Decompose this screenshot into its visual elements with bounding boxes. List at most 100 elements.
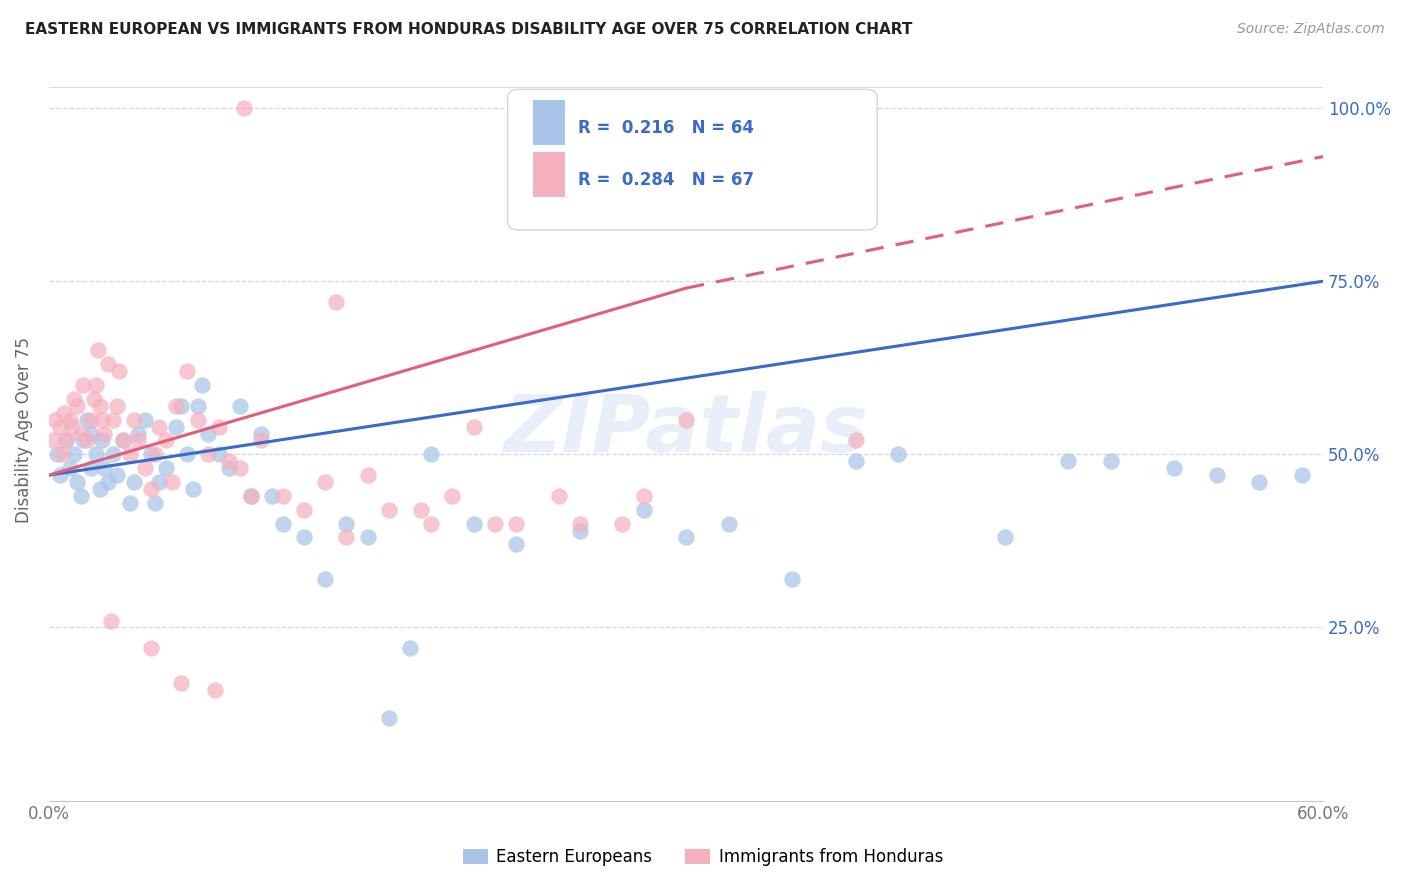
- Point: [1206, 468, 1229, 483]
- Point: [292, 502, 315, 516]
- Point: [69, 426, 91, 441]
- Point: [48, 468, 70, 483]
- Point: [377, 710, 399, 724]
- Point: [463, 516, 485, 531]
- Point: [59, 461, 82, 475]
- Point: [127, 426, 149, 441]
- Point: [183, 482, 205, 496]
- Point: [271, 516, 294, 531]
- Point: [356, 531, 378, 545]
- Point: [229, 461, 252, 475]
- Point: [169, 399, 191, 413]
- Point: [484, 516, 506, 531]
- Point: [143, 496, 166, 510]
- Point: [42, 434, 65, 448]
- Point: [994, 531, 1017, 545]
- Point: [55, 434, 77, 448]
- Bar: [533, 153, 565, 197]
- Point: [139, 641, 162, 656]
- Point: [612, 516, 634, 531]
- Point: [72, 434, 94, 448]
- Point: [165, 419, 187, 434]
- Point: [51, 447, 73, 461]
- Point: [143, 447, 166, 461]
- Point: [568, 524, 591, 538]
- Point: [335, 516, 357, 531]
- Point: [204, 682, 226, 697]
- Point: [176, 447, 198, 461]
- Bar: [533, 101, 565, 145]
- Point: [59, 413, 82, 427]
- Point: [176, 364, 198, 378]
- Point: [675, 413, 697, 427]
- Point: [420, 447, 443, 461]
- Point: [80, 426, 103, 441]
- Point: [118, 496, 141, 510]
- Point: [845, 454, 868, 468]
- Point: [148, 475, 170, 489]
- Point: [505, 516, 527, 531]
- Point: [377, 502, 399, 516]
- Point: [1099, 454, 1122, 468]
- Point: [239, 489, 262, 503]
- Point: [60, 419, 83, 434]
- Point: [633, 502, 655, 516]
- Point: [356, 468, 378, 483]
- Point: [97, 475, 120, 489]
- Point: [191, 378, 214, 392]
- Point: [292, 531, 315, 545]
- Point: [441, 489, 464, 503]
- FancyBboxPatch shape: [508, 89, 877, 230]
- Point: [229, 399, 252, 413]
- Point: [84, 378, 107, 392]
- Point: [187, 399, 209, 413]
- Point: [250, 434, 273, 448]
- Point: [780, 572, 803, 586]
- Point: [139, 482, 162, 496]
- Point: [1057, 454, 1080, 468]
- Point: [76, 434, 98, 448]
- Point: [69, 489, 91, 503]
- Point: [55, 434, 77, 448]
- Point: [547, 489, 569, 503]
- Point: [218, 461, 240, 475]
- Point: [89, 482, 111, 496]
- Point: [108, 364, 131, 378]
- Point: [134, 461, 156, 475]
- Text: R =  0.216   N = 64: R = 0.216 N = 64: [578, 119, 754, 136]
- Point: [134, 413, 156, 427]
- Point: [187, 413, 209, 427]
- Point: [93, 426, 115, 441]
- Legend: Eastern Europeans, Immigrants from Honduras: Eastern Europeans, Immigrants from Hondu…: [454, 840, 952, 875]
- Point: [633, 489, 655, 503]
- Point: [63, 447, 86, 461]
- Point: [139, 447, 162, 461]
- Point: [44, 413, 66, 427]
- Text: R =  0.284   N = 67: R = 0.284 N = 67: [578, 170, 754, 189]
- Point: [271, 489, 294, 503]
- Point: [169, 676, 191, 690]
- Point: [1291, 468, 1313, 483]
- Point: [89, 399, 111, 413]
- Point: [325, 295, 347, 310]
- Point: [233, 101, 256, 115]
- Point: [505, 537, 527, 551]
- Point: [463, 419, 485, 434]
- Point: [91, 434, 114, 448]
- Point: [568, 516, 591, 531]
- Point: [250, 426, 273, 441]
- Point: [72, 378, 94, 392]
- Point: [100, 614, 122, 628]
- Point: [197, 447, 219, 461]
- Y-axis label: Disability Age Over 75: Disability Age Over 75: [15, 337, 32, 523]
- Point: [314, 572, 336, 586]
- Point: [87, 343, 110, 358]
- Point: [112, 434, 135, 448]
- Point: [112, 434, 135, 448]
- Point: [314, 475, 336, 489]
- Point: [1163, 461, 1185, 475]
- Point: [165, 399, 187, 413]
- Point: [101, 413, 124, 427]
- Point: [239, 489, 262, 503]
- Point: [52, 406, 75, 420]
